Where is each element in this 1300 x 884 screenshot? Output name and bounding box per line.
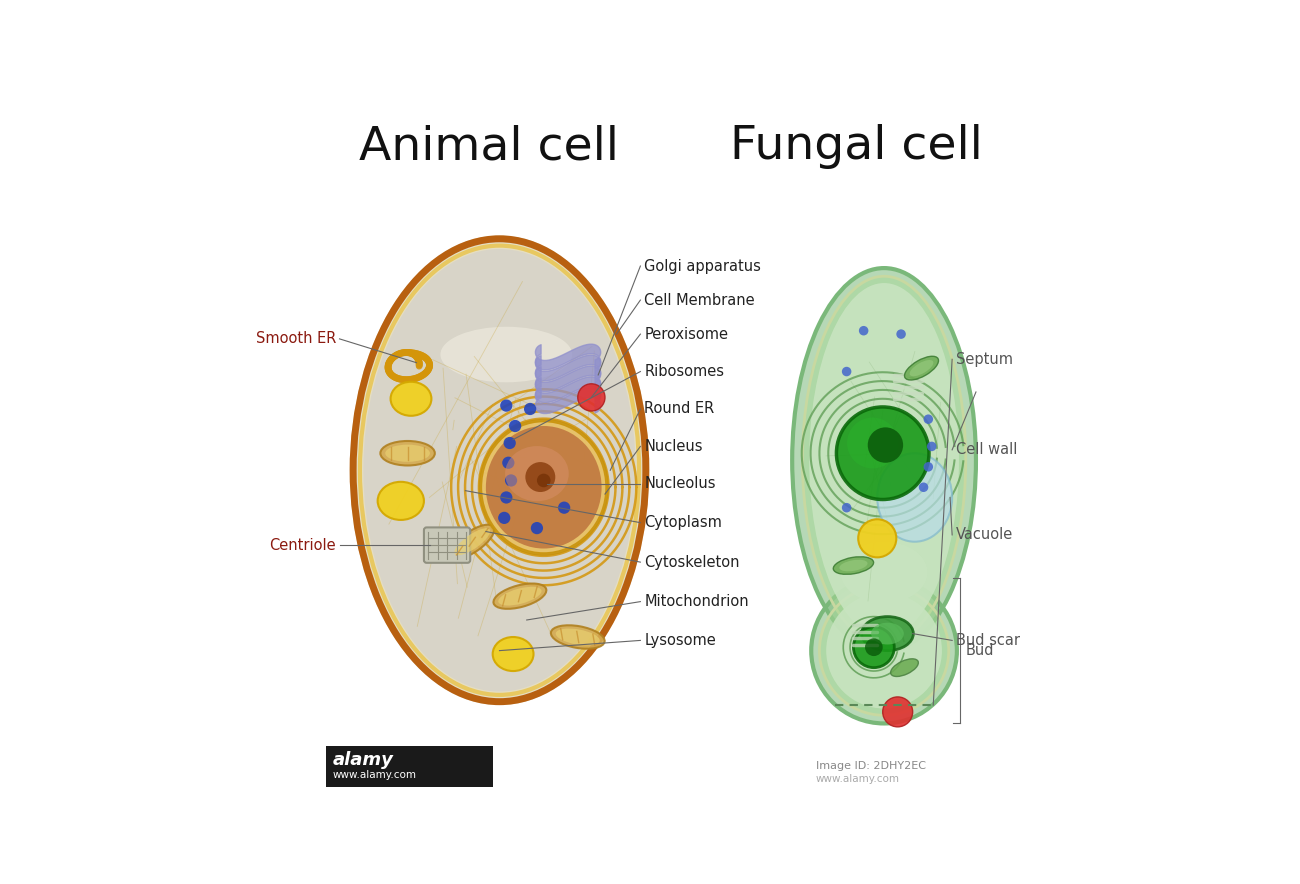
Circle shape <box>842 367 852 377</box>
Ellipse shape <box>905 356 939 380</box>
Text: Fungal cell: Fungal cell <box>731 125 983 170</box>
Ellipse shape <box>441 327 572 382</box>
Circle shape <box>530 522 543 534</box>
Circle shape <box>510 420 521 432</box>
Circle shape <box>502 457 515 469</box>
Circle shape <box>498 512 511 524</box>
Text: Round ER: Round ER <box>645 401 715 416</box>
Circle shape <box>923 462 933 471</box>
Ellipse shape <box>841 542 927 603</box>
Circle shape <box>842 503 852 513</box>
Circle shape <box>927 442 936 451</box>
Ellipse shape <box>910 360 933 377</box>
Ellipse shape <box>792 268 976 652</box>
Ellipse shape <box>498 587 542 606</box>
Bar <box>326 746 493 787</box>
Ellipse shape <box>390 382 432 415</box>
Circle shape <box>524 403 536 415</box>
Circle shape <box>848 417 898 469</box>
Ellipse shape <box>381 441 434 466</box>
Text: alamy: alamy <box>333 751 394 768</box>
Circle shape <box>896 330 906 339</box>
Circle shape <box>504 475 517 486</box>
Text: Mitochondrion: Mitochondrion <box>645 594 749 609</box>
Ellipse shape <box>486 426 602 548</box>
Circle shape <box>500 492 512 504</box>
Text: Ribosomes: Ribosomes <box>645 364 724 379</box>
Text: Vacuole: Vacuole <box>956 528 1013 543</box>
Ellipse shape <box>494 583 546 609</box>
Text: Cytoplasm: Cytoplasm <box>645 515 723 530</box>
Ellipse shape <box>506 446 568 501</box>
Text: Peroxisome: Peroxisome <box>645 326 728 341</box>
Circle shape <box>923 415 933 424</box>
Circle shape <box>836 407 929 499</box>
Circle shape <box>858 519 896 558</box>
Circle shape <box>558 501 571 514</box>
Ellipse shape <box>493 637 533 671</box>
Ellipse shape <box>363 249 636 691</box>
Text: www.alamy.com: www.alamy.com <box>333 769 417 780</box>
Ellipse shape <box>809 283 959 637</box>
Text: Nucleolus: Nucleolus <box>645 476 716 492</box>
Ellipse shape <box>802 276 966 644</box>
Text: Animal cell: Animal cell <box>359 125 619 170</box>
Circle shape <box>577 384 605 411</box>
Ellipse shape <box>833 557 874 575</box>
Ellipse shape <box>840 560 867 571</box>
Circle shape <box>537 474 550 487</box>
Circle shape <box>500 400 512 412</box>
Text: Golgi apparatus: Golgi apparatus <box>645 258 762 273</box>
FancyBboxPatch shape <box>424 528 471 563</box>
Circle shape <box>859 326 868 335</box>
Text: Cell Membrane: Cell Membrane <box>645 293 755 308</box>
Ellipse shape <box>841 542 927 603</box>
Circle shape <box>883 697 913 727</box>
Ellipse shape <box>878 453 952 542</box>
Circle shape <box>853 627 894 667</box>
Circle shape <box>867 427 903 462</box>
Ellipse shape <box>555 629 599 645</box>
Circle shape <box>827 593 942 708</box>
Circle shape <box>819 586 949 715</box>
Circle shape <box>503 437 516 449</box>
Text: Smooth ER: Smooth ER <box>256 332 337 347</box>
Circle shape <box>864 638 883 656</box>
Ellipse shape <box>350 235 649 705</box>
Text: Cell wall: Cell wall <box>956 442 1017 457</box>
Ellipse shape <box>891 659 918 676</box>
Text: Septum: Septum <box>956 352 1013 367</box>
Ellipse shape <box>377 482 424 520</box>
Circle shape <box>525 462 555 492</box>
Text: Nucleus: Nucleus <box>645 439 703 453</box>
Ellipse shape <box>481 421 607 554</box>
Text: www.alamy.com: www.alamy.com <box>816 774 900 783</box>
Text: Cytoskeleton: Cytoskeleton <box>645 554 740 569</box>
Circle shape <box>811 578 957 723</box>
Ellipse shape <box>455 529 490 555</box>
Ellipse shape <box>551 625 604 649</box>
Circle shape <box>919 483 928 492</box>
Text: Centriole: Centriole <box>269 537 337 552</box>
Ellipse shape <box>385 445 430 461</box>
Ellipse shape <box>871 622 903 644</box>
Text: Image ID: 2DHY2EC: Image ID: 2DHY2EC <box>816 761 926 772</box>
Text: Bud: Bud <box>966 644 994 658</box>
Text: Lysosome: Lysosome <box>645 633 716 648</box>
Ellipse shape <box>862 617 914 651</box>
Ellipse shape <box>450 525 494 559</box>
Text: Bud scar: Bud scar <box>956 633 1019 648</box>
